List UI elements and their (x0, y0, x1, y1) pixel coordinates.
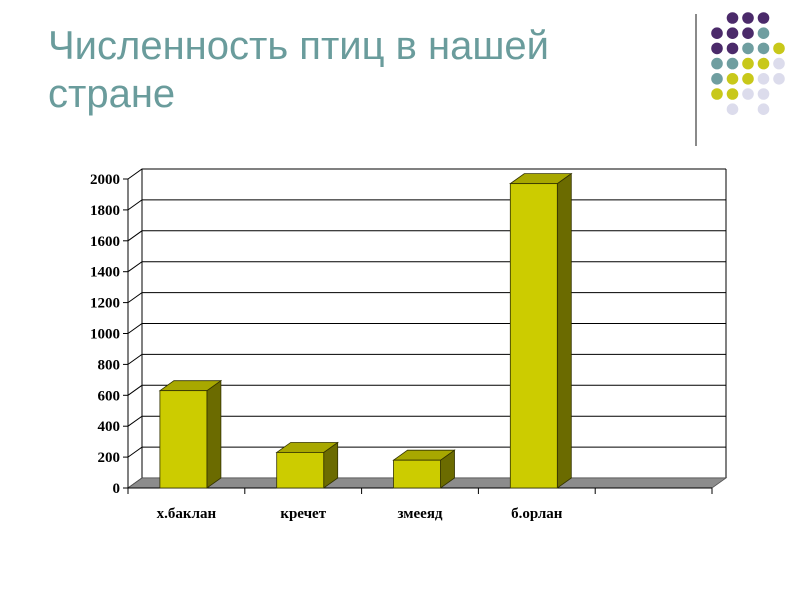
y-tick-label: 1000 (90, 327, 120, 343)
decorative-dot (726, 57, 739, 70)
decorative-dot (757, 103, 770, 115)
y-tick-label: 200 (98, 450, 121, 466)
decorative-dot (757, 27, 770, 39)
y-tick-label: 400 (98, 419, 121, 435)
y-tick-label: 1400 (90, 265, 120, 281)
decorative-dot (773, 73, 785, 85)
bar (509, 172, 573, 489)
decorative-dot (711, 73, 723, 85)
bar (158, 379, 223, 489)
bar-side-face (206, 379, 222, 489)
decorative-dot (773, 57, 785, 70)
decorative-dot (726, 88, 739, 100)
decorative-divider (695, 14, 697, 146)
decorative-dot (742, 12, 754, 24)
bar-front-face (509, 183, 558, 489)
decorative-dot (757, 73, 770, 85)
decorative-dot (726, 27, 739, 39)
decorative-dot (711, 88, 723, 100)
x-category-label: змееяд (397, 506, 442, 522)
y-tick-label: 1800 (90, 203, 120, 219)
bar (392, 449, 456, 489)
bar-front-face (393, 459, 441, 489)
decorative-dot (726, 73, 739, 85)
decorative-dot (711, 42, 723, 55)
bar-front-face (159, 390, 208, 489)
decorative-dot (742, 42, 754, 55)
decorative-dot (726, 12, 739, 24)
y-tick-label: 800 (98, 357, 121, 373)
y-tick-label: 600 (98, 388, 121, 404)
decorative-dot (726, 103, 739, 115)
decorative-dot (711, 27, 723, 39)
bar-front-face (276, 452, 325, 489)
x-category-label: б.орлан (511, 506, 563, 522)
decorative-dot (742, 73, 754, 85)
decorative-dot (757, 12, 770, 24)
x-category-label: х.баклан (157, 506, 217, 522)
decorative-dot (742, 88, 754, 100)
decorative-dot (742, 27, 754, 39)
decorative-dot (757, 88, 770, 100)
bar-chart: 0 200 400 600 800 1000 1200 1400 1600 1800 2000 х.б… (90, 168, 728, 522)
decorative-dot (773, 42, 785, 55)
y-tick-label: 0 (113, 481, 121, 497)
y-tick-label: 2000 (90, 172, 120, 188)
decorative-dot (742, 57, 754, 70)
slide-title: Численность птиц в нашей стране (48, 24, 550, 116)
y-tick-label: 1600 (90, 234, 120, 250)
decorative-dot (757, 57, 770, 70)
x-category-label: кречет (280, 506, 326, 522)
decorative-dot (757, 42, 770, 55)
y-tick-label: 1200 (90, 296, 120, 312)
bar (275, 441, 339, 489)
bar-side-face (556, 172, 572, 489)
decorative-dot (711, 57, 723, 70)
decorative-dot (726, 42, 739, 55)
